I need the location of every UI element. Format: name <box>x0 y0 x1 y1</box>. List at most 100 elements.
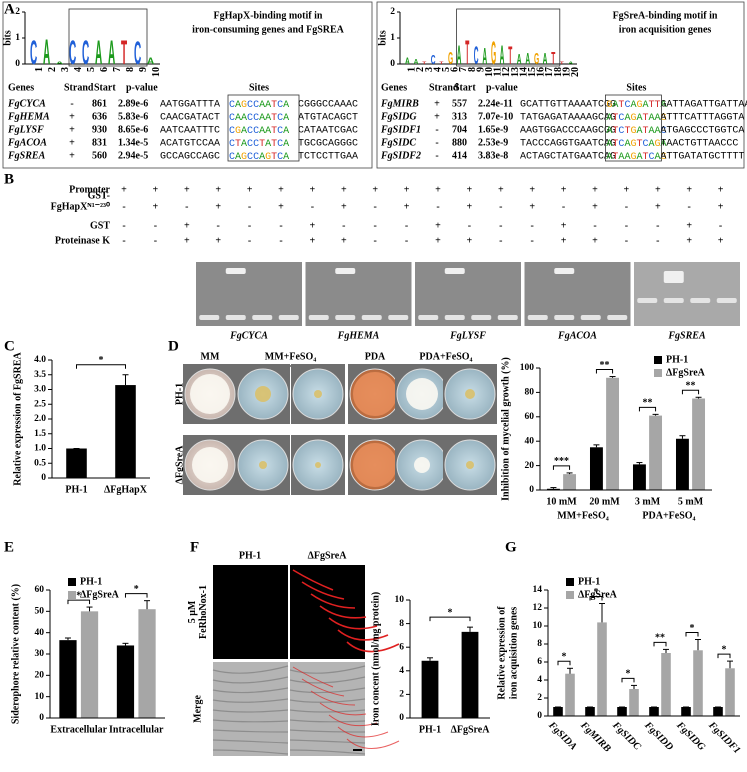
shift-band <box>554 268 575 274</box>
legend-label: ΔFgSreA <box>666 367 706 378</box>
table-header: Strand <box>429 82 459 93</box>
sign: + <box>310 235 316 246</box>
panel-label: G <box>505 539 517 555</box>
significance-label: * <box>76 590 81 601</box>
y-tick-label: 0 <box>537 711 542 721</box>
sign: + <box>655 201 661 212</box>
logo-letter: A <box>414 59 419 66</box>
legend-swatch <box>654 356 662 364</box>
flank-seq: AATGGATTTA <box>160 100 220 111</box>
x-tick-label: ΔFgSreA <box>451 724 491 735</box>
red-hypha <box>310 593 356 609</box>
x-tick-label: 5 mM <box>678 496 704 507</box>
plate-row-label: ΔFgSreA <box>174 445 185 485</box>
logo-letter: A <box>405 56 410 66</box>
logo-letter: T <box>551 48 555 68</box>
site-seq: ATAAGATCAG <box>606 152 666 163</box>
hypha <box>212 698 289 703</box>
y-tick-label: 10 <box>533 621 543 631</box>
sign: - <box>342 220 345 231</box>
y-tick-label: 30 <box>35 649 45 659</box>
free-probe-band <box>527 315 548 320</box>
bar <box>649 707 659 716</box>
position-label: 11 <box>493 67 504 76</box>
gene-name: FgLYSF <box>7 124 44 135</box>
site-box <box>605 94 662 162</box>
sign: + <box>215 201 221 212</box>
p-value: 1.34e-5 <box>118 137 148 148</box>
significance-bracket <box>67 599 91 605</box>
sign: + <box>467 184 473 195</box>
logo-letter: G <box>491 35 496 71</box>
y-tick-label: 100 <box>520 363 535 373</box>
free-probe-band <box>637 298 658 303</box>
y-tick-label: 0.5 <box>34 458 46 468</box>
group-label: PDA+FeSO₄ <box>642 510 695 521</box>
sign: - <box>562 201 565 212</box>
red-hypha <box>328 617 378 630</box>
legend-swatch <box>654 369 662 377</box>
hypha <box>212 719 289 723</box>
sign: + <box>686 220 692 231</box>
sign: + <box>435 220 441 231</box>
sign: - <box>122 201 125 212</box>
logo-letter: T <box>508 41 512 70</box>
y-tick-label: 60 <box>525 412 535 422</box>
sign: + <box>718 184 724 195</box>
y-tick-label: 2 <box>537 693 542 703</box>
bar <box>692 398 706 490</box>
sign: + <box>184 220 190 231</box>
bar <box>649 415 663 490</box>
y-tick-label: 2.0 <box>34 414 46 424</box>
gel-gene: FgACOA <box>557 330 597 341</box>
position-label: 18 <box>553 67 564 77</box>
free-probe-band <box>690 298 711 303</box>
sign: - <box>405 220 408 231</box>
strand: + <box>69 111 75 122</box>
colony <box>353 443 397 487</box>
p-value: 2.94e-5 <box>118 150 148 161</box>
sign: - <box>499 220 502 231</box>
hypha <box>289 709 366 713</box>
sign: - <box>405 235 408 246</box>
red-hypha <box>292 666 334 688</box>
free-probe-band <box>388 315 409 320</box>
bar <box>597 622 607 716</box>
y-tick-label: 0 <box>41 473 46 483</box>
free-probe-band <box>716 298 737 303</box>
y-tick-label: 2 <box>399 690 404 700</box>
strand: + <box>69 150 75 161</box>
flank-seq: ATGTACAGCT <box>298 113 358 124</box>
table-header: Sites <box>249 82 269 93</box>
legend-label: PH-1 <box>80 576 102 587</box>
hypha <box>212 739 289 744</box>
panel-a-right-frame <box>376 1 745 169</box>
logo-letter: A <box>43 34 50 72</box>
legend-label: PH-1 <box>666 354 688 365</box>
y-tick-label: 50 <box>35 607 45 617</box>
plate-group-label: MM+FeSO₄ <box>265 351 316 362</box>
y-tick-label: 8 <box>537 639 542 649</box>
panel-label: C <box>4 338 15 354</box>
x-tick-label: FgSIDF1 <box>706 719 743 756</box>
flank-seq: TACCCAGGTGAATCAG <box>520 139 616 150</box>
y-tick-label: 12 <box>533 603 543 613</box>
y-tick-label: 0 <box>399 713 404 723</box>
site-seq: ATCAGTCAGA <box>606 139 666 150</box>
y-tick-label: 0 <box>390 59 395 69</box>
red-hypha <box>319 605 367 619</box>
significance-label: * <box>99 355 104 366</box>
red-hypha <box>346 738 400 749</box>
start: 414 <box>452 150 467 161</box>
y-tick-label: 8 <box>399 619 404 629</box>
site-seq: ATCAGATAAG <box>606 113 666 124</box>
significance-bracket <box>595 369 614 374</box>
sign: - <box>311 201 314 212</box>
y-tick-label: 3.0 <box>34 385 46 395</box>
panel-label: D <box>168 338 179 354</box>
bar <box>138 609 156 718</box>
sign: - <box>154 235 157 246</box>
sign: + <box>404 184 410 195</box>
sign: + <box>592 201 598 212</box>
p-value: 7.07e-10 <box>478 111 513 122</box>
